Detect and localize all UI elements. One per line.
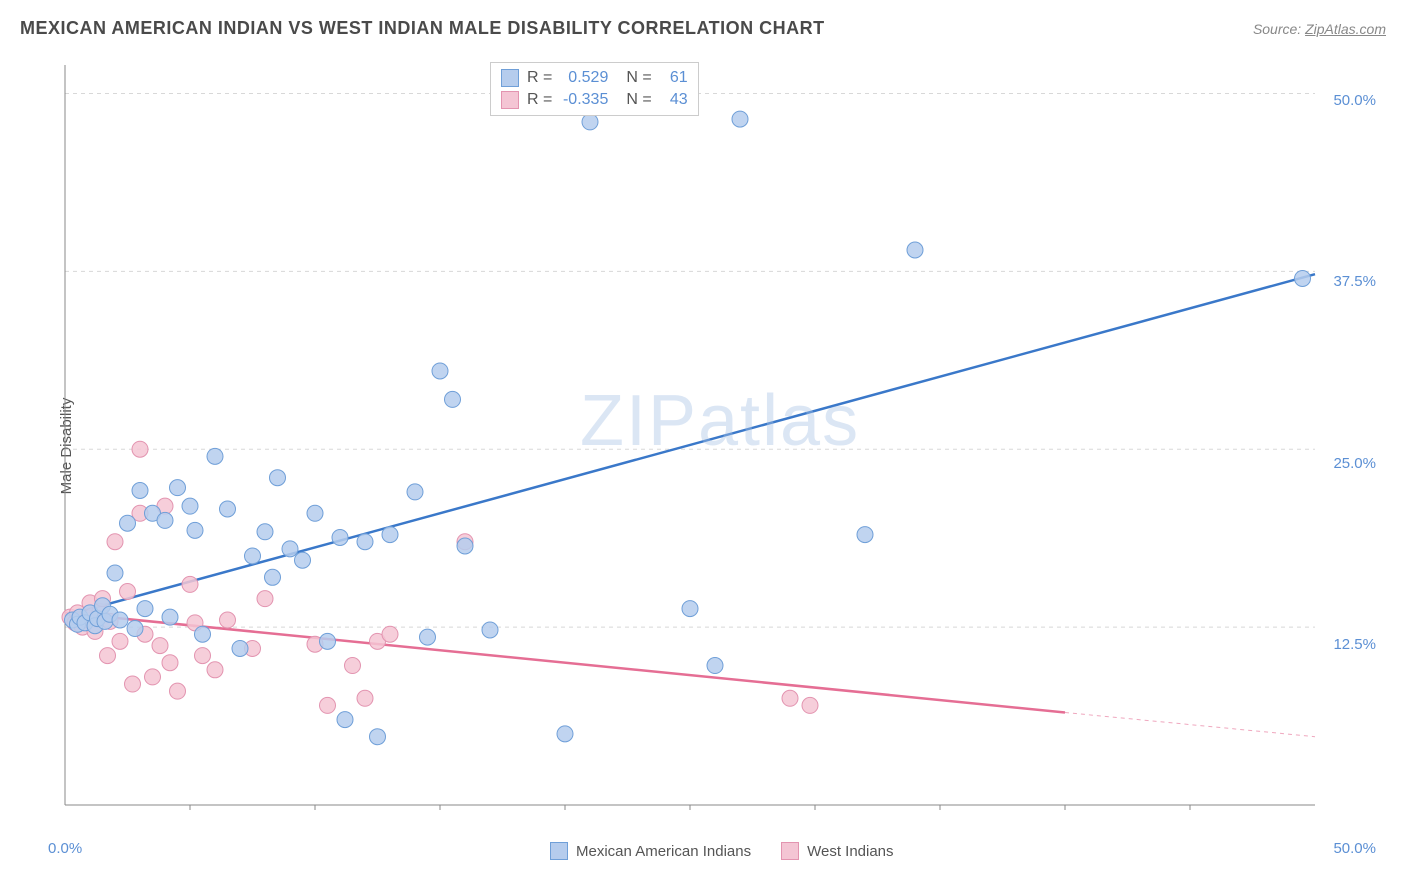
stats-row: R =-0.335N =43 [501, 89, 688, 111]
x-tick-label: 0.0% [48, 840, 82, 857]
chart-source: Source: ZipAtlas.com [1253, 21, 1386, 37]
y-tick-label: 25.0% [1333, 455, 1376, 472]
source-link[interactable]: ZipAtlas.com [1305, 21, 1386, 37]
correlation-stats-box: R =0.529N =61R =-0.335N =43 [490, 62, 699, 116]
legend-label: Mexican American Indians [576, 843, 751, 860]
chart-header: MEXICAN AMERICAN INDIAN VS WEST INDIAN M… [20, 18, 1386, 39]
n-value: 61 [660, 69, 688, 87]
legend-label: West Indians [807, 843, 893, 860]
chart-plot-area: ZIPatlas [60, 60, 1320, 810]
n-value: 43 [660, 91, 688, 109]
stats-row: R =0.529N =61 [501, 67, 688, 89]
legend-item: Mexican American Indians [550, 842, 751, 860]
legend-item: West Indians [781, 842, 893, 860]
series-legend: Mexican American Indians West Indians [550, 842, 894, 860]
scatter-plot-svg [60, 60, 1320, 810]
legend-swatch-icon [501, 91, 519, 109]
chart-title: MEXICAN AMERICAN INDIAN VS WEST INDIAN M… [20, 18, 825, 39]
legend-swatch-icon [550, 842, 568, 860]
y-tick-label: 50.0% [1333, 92, 1376, 109]
x-tick-label: 50.0% [1333, 840, 1376, 857]
legend-swatch-icon [781, 842, 799, 860]
legend-swatch-icon [501, 69, 519, 87]
r-value: 0.529 [560, 69, 608, 87]
y-tick-label: 37.5% [1333, 273, 1376, 290]
r-value: -0.335 [560, 91, 608, 109]
y-tick-label: 12.5% [1333, 636, 1376, 653]
